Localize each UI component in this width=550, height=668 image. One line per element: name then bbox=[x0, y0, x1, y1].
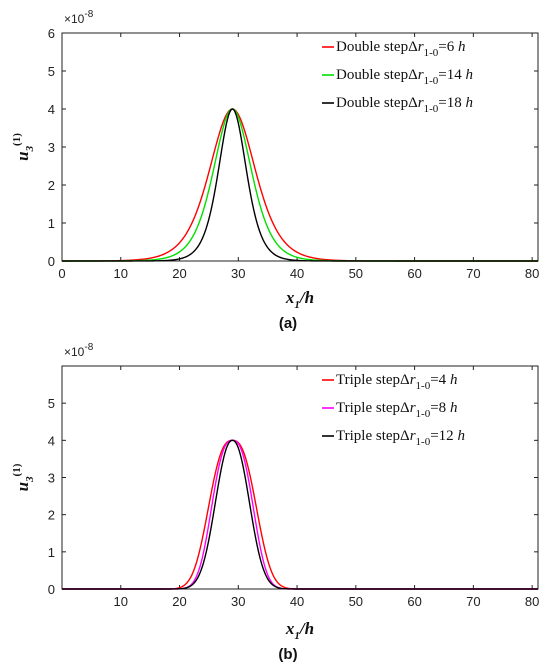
y-tick-label: 0 bbox=[48, 582, 55, 597]
legend-entry: Double stepΔr1-0=6 h bbox=[336, 39, 465, 59]
y-tick-label: 3 bbox=[48, 140, 55, 155]
y-tick-label: 3 bbox=[48, 471, 55, 486]
y-tick-label: 1 bbox=[48, 216, 55, 231]
panel-1: 10 20 30 40 50 60 70 80 0 1 2 3 4 5 ×10-8 Triple stepΔr… bbox=[11, 342, 539, 663]
x-axis-label: x1/h bbox=[285, 288, 314, 311]
series-line-2 bbox=[62, 439, 538, 590]
y-scale-factor: ×10-8 bbox=[64, 9, 94, 26]
y-axis-label: u3(1) bbox=[11, 463, 36, 491]
x-tick-label: 60 bbox=[407, 266, 421, 281]
x-tick-label: 70 bbox=[466, 594, 480, 609]
x-tick-label: 40 bbox=[290, 594, 304, 609]
panel-label: (b) bbox=[278, 646, 297, 663]
y-tick-label: 2 bbox=[48, 508, 55, 523]
legend-entry: Triple stepΔr1-0=4 h bbox=[336, 372, 457, 392]
series-line-2 bbox=[62, 108, 538, 262]
y-axis-label: u3(1) bbox=[11, 133, 36, 161]
series-line-0 bbox=[62, 439, 538, 590]
series-line-0 bbox=[62, 108, 538, 262]
series-line-1 bbox=[62, 108, 538, 262]
panel-label: (a) bbox=[279, 315, 297, 332]
x-tick-label: 50 bbox=[349, 266, 363, 281]
x-tick-label: 30 bbox=[231, 594, 245, 609]
x-tick-label: 20 bbox=[172, 594, 186, 609]
y-tick-label: 6 bbox=[48, 26, 55, 41]
x-tick-label: 60 bbox=[407, 594, 421, 609]
x-tick-label: 50 bbox=[349, 594, 363, 609]
x-tick-label: 20 bbox=[172, 266, 186, 281]
series-line-1 bbox=[62, 439, 538, 590]
y-scale-factor: ×10-8 bbox=[64, 342, 94, 359]
x-tick-label: 80 bbox=[525, 266, 539, 281]
y-tick-label: 0 bbox=[48, 254, 55, 269]
y-tick-label: 4 bbox=[48, 102, 55, 117]
y-tick-label: 5 bbox=[48, 64, 55, 79]
y-tick-label: 5 bbox=[48, 396, 55, 411]
legend-entry: Triple stepΔr1-0=8 h bbox=[336, 400, 457, 420]
x-tick-label: 10 bbox=[114, 594, 128, 609]
x-tick-label: 10 bbox=[114, 266, 128, 281]
x-tick-label: 30 bbox=[231, 266, 245, 281]
y-tick-label: 2 bbox=[48, 178, 55, 193]
legend-entry: Triple stepΔr1-0=12 h bbox=[336, 428, 465, 448]
y-tick-label: 1 bbox=[48, 545, 55, 560]
y-tick-label: 4 bbox=[48, 433, 55, 448]
legend-entry: Double stepΔr1-0=18 h bbox=[336, 95, 473, 115]
x-axis-label: x1/h bbox=[285, 619, 314, 642]
x-tick-label: 70 bbox=[466, 266, 480, 281]
x-tick-label: 40 bbox=[290, 266, 304, 281]
legend-entry: Double stepΔr1-0=14 h bbox=[336, 67, 473, 87]
x-tick-label: 80 bbox=[525, 594, 539, 609]
axes-frame bbox=[61, 365, 539, 590]
panel-0: 0 10 20 30 40 50 60 70 80 0 1 2 3 4 5 6 ×10-8 Double step… bbox=[11, 9, 539, 332]
x-tick-label: 0 bbox=[58, 266, 65, 281]
